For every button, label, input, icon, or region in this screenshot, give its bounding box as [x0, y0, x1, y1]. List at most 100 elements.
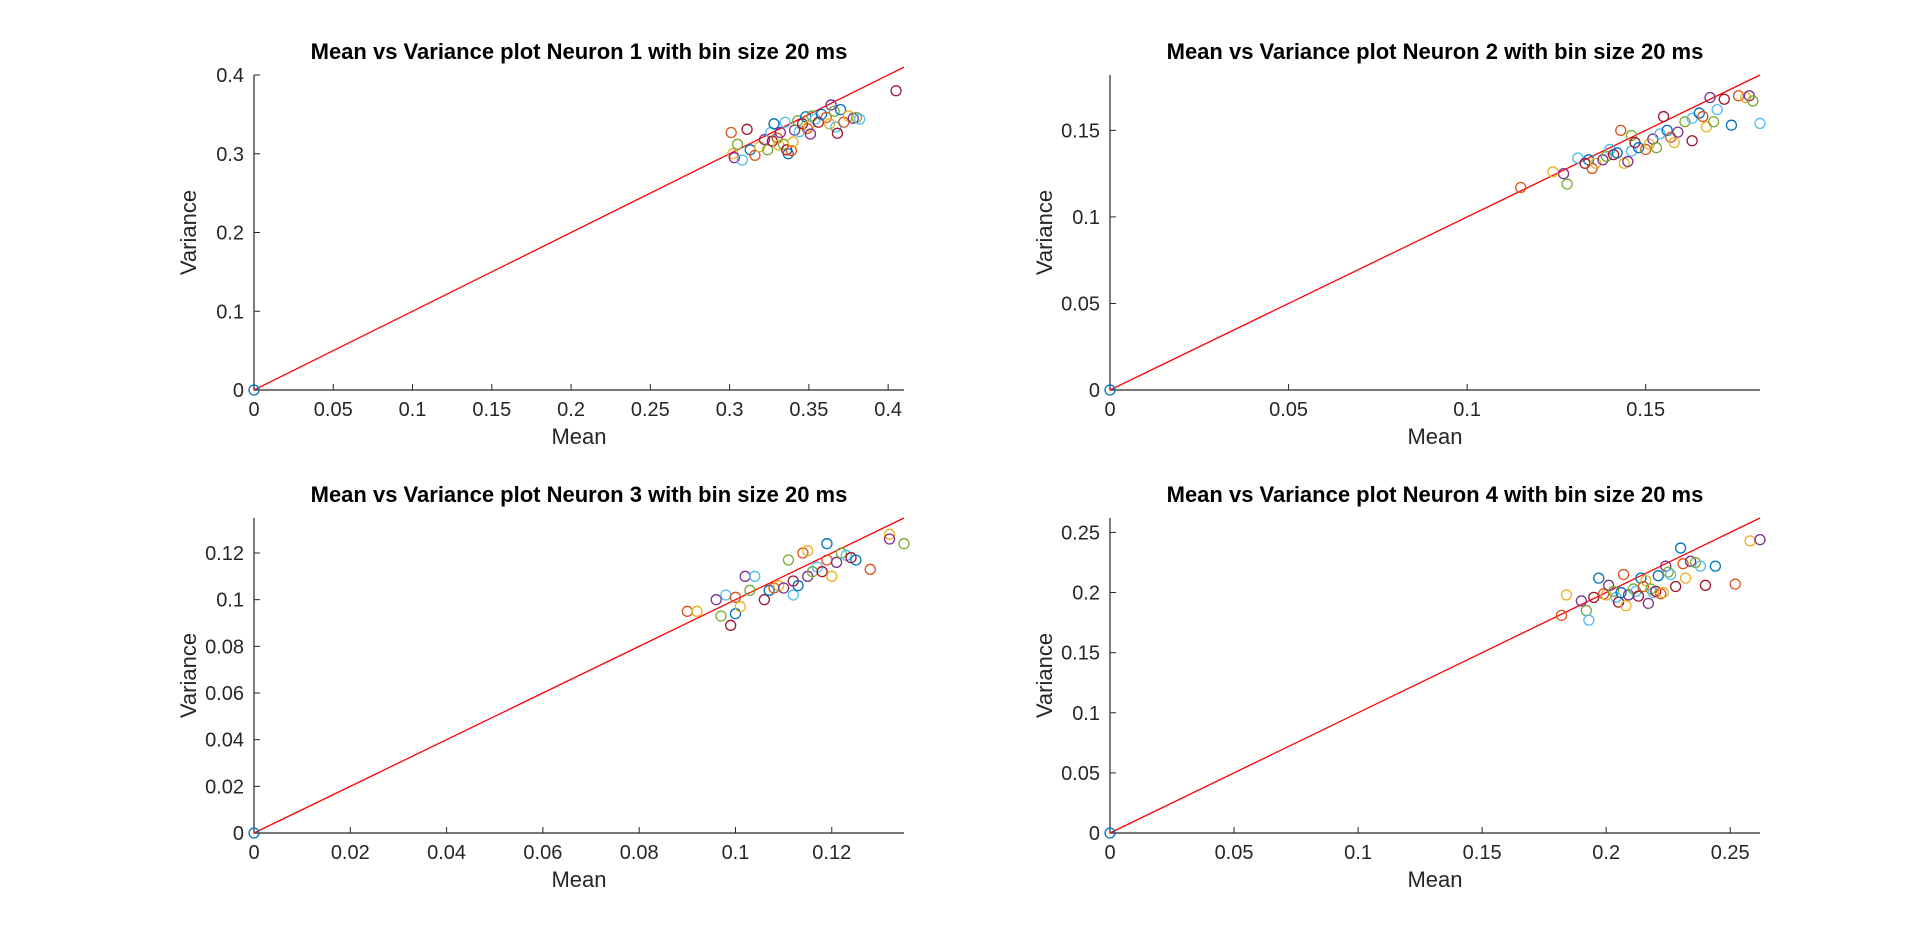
data-point: [1718, 93, 1730, 105]
data-point: [1657, 110, 1670, 123]
data-point: [1707, 116, 1720, 128]
data-point: [1515, 181, 1527, 194]
data-point: [803, 120, 815, 132]
data-point: [1590, 157, 1602, 169]
x-tick-label: 0.12: [812, 842, 851, 864]
data-point: [1679, 572, 1692, 584]
subplot-2: 0 0.05 0.1 0.15 0 0.05 0.1 0.15 Mean vs Variance…: [1032, 39, 1766, 449]
data-point: [1669, 580, 1682, 593]
y-tick-label: 0.06: [205, 683, 244, 705]
data-point: [1104, 384, 1116, 396]
data-point: [830, 556, 843, 568]
data-point: [825, 99, 837, 111]
data-point: [787, 589, 799, 601]
y-tick-label: 0.05: [1061, 293, 1100, 315]
data-point: [1711, 103, 1723, 116]
data-point: [774, 126, 786, 139]
data-point: [816, 566, 828, 578]
x-tick-label: 0.3: [716, 399, 744, 421]
data-point: [710, 594, 722, 606]
data-point: [728, 152, 741, 164]
subplot-1: 0 0.05 0.1 0.15 0.2 0.25 0.3 0.35 0.4 0 0.1 0.2 0.3 0…: [176, 39, 905, 449]
data-point: [720, 589, 732, 601]
data-point: [1607, 585, 1620, 597]
data-point: [883, 528, 896, 540]
x-axis-label: Mean: [1407, 424, 1462, 449]
chart-title: Mean vs Variance plot Neuron 2 with bin …: [1167, 39, 1704, 64]
y-axis-label: Variance: [176, 190, 201, 275]
data-point: [1697, 110, 1709, 123]
data-point: [749, 570, 761, 582]
data-point: [1560, 589, 1573, 601]
x-tick-label: 0.1: [1453, 399, 1481, 421]
y-tick-label: 0.05: [1061, 763, 1100, 785]
reference-line: [253, 66, 905, 391]
data-point: [725, 126, 737, 139]
data-point: [850, 554, 862, 566]
data-point: [1583, 614, 1595, 626]
y-tick-label: 0.15: [1061, 120, 1100, 142]
data-point: [1622, 155, 1634, 168]
data-point: [826, 570, 838, 582]
data-point: [1686, 135, 1698, 147]
x-tick-label: 0.15: [1463, 842, 1502, 864]
data-point: [831, 127, 844, 139]
data-point: [739, 570, 751, 582]
y-axis-label: Variance: [1032, 190, 1057, 275]
data-point: [1572, 152, 1584, 164]
data-point: [801, 122, 813, 135]
data-point: [898, 538, 910, 550]
data-point: [1660, 560, 1672, 572]
x-tick-label: 0.25: [631, 399, 670, 421]
data-point: [1754, 533, 1766, 546]
data-point: [1588, 591, 1600, 604]
data-point: [725, 619, 737, 631]
data-point: [691, 605, 703, 617]
data-point: [787, 136, 799, 148]
data-point: [1632, 590, 1645, 602]
subplot-3: 0 0.02 0.04 0.06 0.08 0.1 0.12 0 0.02 0.04 0.06 0.0…: [176, 482, 910, 892]
data-point: [792, 580, 804, 592]
data-point: [820, 111, 832, 124]
reference-line: [1109, 74, 1761, 391]
data-point: [1725, 119, 1738, 131]
data-point: [1754, 117, 1766, 130]
data-point: [1744, 535, 1756, 547]
data-point: [883, 533, 896, 545]
y-axis-label: Variance: [1032, 633, 1057, 718]
data-point: [1555, 609, 1568, 622]
data-point: [1650, 142, 1663, 154]
x-tick-label: 0.06: [523, 842, 562, 864]
data-point: [762, 144, 774, 156]
data-point: [744, 584, 756, 596]
data-point: [736, 154, 748, 166]
data-point: [1617, 568, 1630, 581]
data-point: [1642, 597, 1655, 610]
y-tick-label: 0.1: [1072, 703, 1100, 725]
data-point: [1662, 566, 1674, 578]
reference-line: [253, 517, 905, 834]
data-point: [731, 138, 744, 150]
data-point: [681, 605, 693, 617]
data-point: [1668, 136, 1680, 149]
data-point: [734, 601, 746, 613]
data-point: [793, 126, 806, 138]
data-point: [1640, 574, 1652, 587]
data-point: [890, 85, 902, 97]
data-point: [779, 116, 791, 128]
data-point: [768, 118, 780, 130]
y-tick-label: 0: [233, 823, 244, 845]
data-point: [821, 554, 833, 566]
data-point: [853, 113, 866, 125]
x-tick-label: 0.25: [1711, 842, 1750, 864]
x-tick-label: 0.4: [874, 399, 902, 421]
data-point: [821, 538, 833, 550]
data-point: [729, 591, 742, 603]
data-point: [1709, 560, 1721, 572]
data-point: [804, 128, 817, 140]
data-point: [1732, 90, 1745, 102]
x-tick-label: 0.2: [1592, 842, 1620, 864]
x-tick-label: 0.05: [1215, 842, 1254, 864]
x-axis-label: Mean: [551, 867, 606, 892]
data-point: [248, 827, 260, 839]
